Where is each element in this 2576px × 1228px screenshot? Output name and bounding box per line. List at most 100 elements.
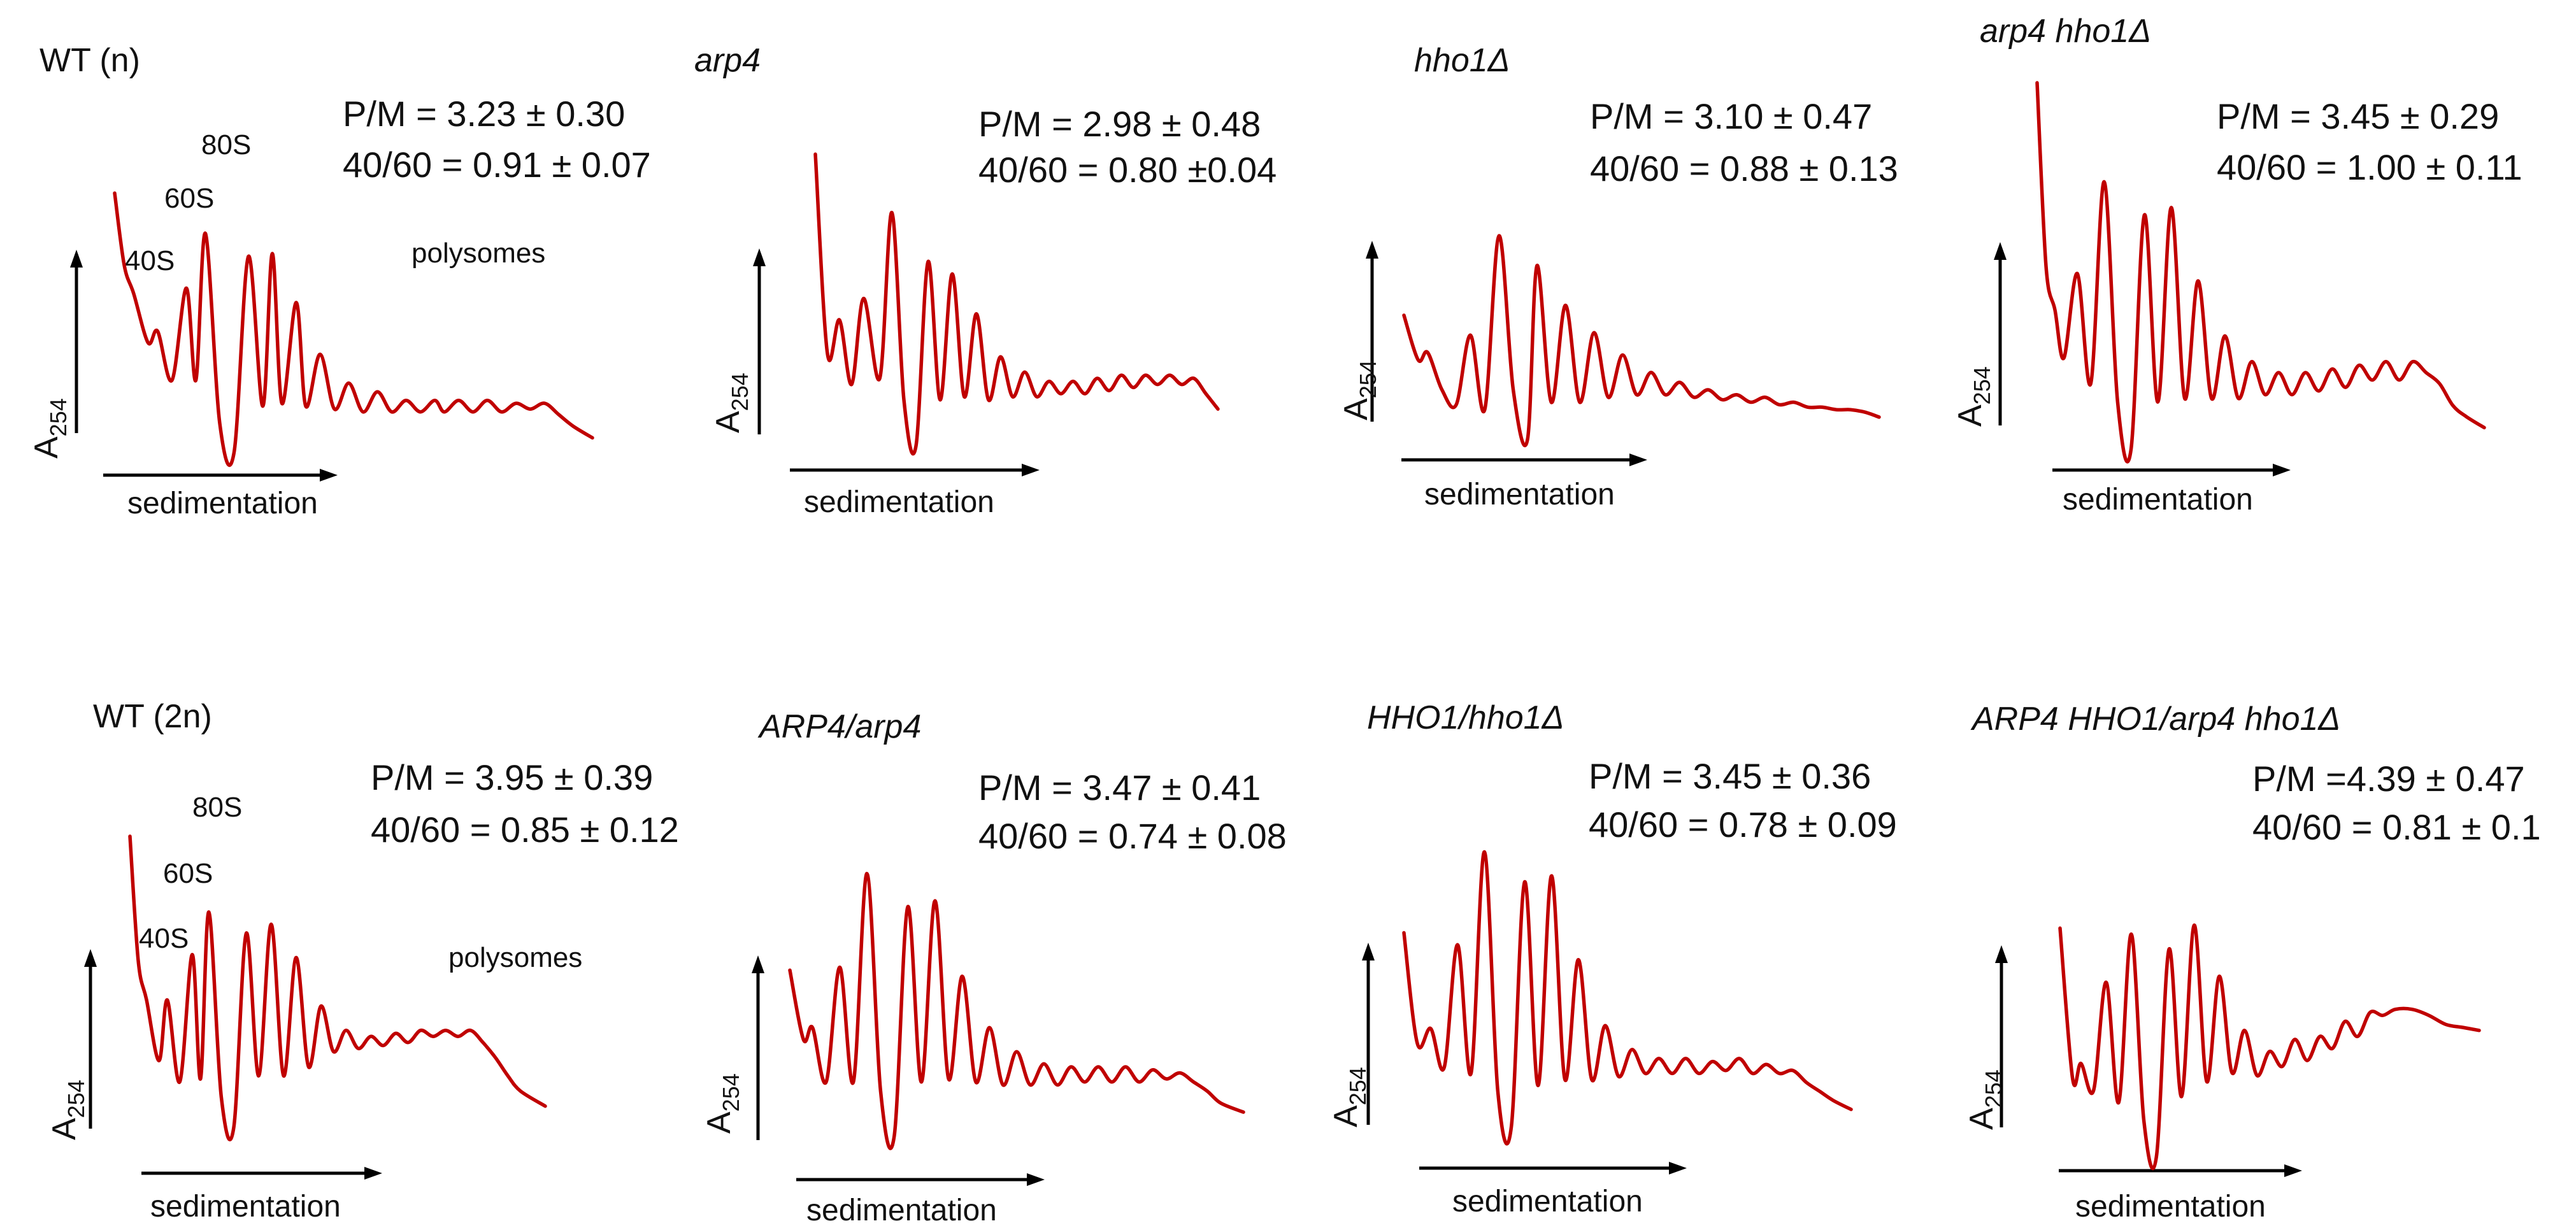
svg-text:A254: A254 [710, 373, 753, 433]
stat-pm: P/M = 2.98 ± 0.48 [978, 104, 1261, 144]
polysomes-label: polysomes [411, 238, 545, 269]
x-axis-arrowhead [1027, 1173, 1045, 1186]
x-axis-arrowhead [364, 1167, 382, 1180]
x-axis-arrowhead [320, 469, 338, 482]
polysomes-label: polysomes [448, 942, 582, 973]
y-axis-label-sub: 254 [63, 1080, 89, 1118]
y-axis-label-sub: 254 [727, 373, 753, 411]
y-axis-label-main: A [1952, 404, 1989, 427]
y-axis-label: A254 [710, 373, 753, 433]
panel-title: WT (2n) [93, 698, 212, 735]
panel-arp4-heterozygous: ARP4/arp4 P/M = 3.47 ± 0.41 40/60 = 0.74… [701, 708, 1287, 1227]
y-axis-label-sub: 254 [1969, 366, 1995, 404]
svg-text:A254: A254 [1338, 360, 1381, 420]
absorbance-trace [1402, 850, 1853, 1146]
y-axis-label-main: A [710, 411, 747, 433]
panel-title: arp4 [694, 42, 761, 79]
y-axis-label-sub: 254 [45, 398, 71, 436]
panel-title: arp4 hho1Δ [1980, 13, 2151, 50]
panel-wt-2n: WT (2n) P/M = 3.95 ± 0.39 40/60 = 0.85 ±… [46, 698, 679, 1224]
absorbance-trace [128, 834, 547, 1141]
panel-title: ARP4 HHO1/arp4 hho1Δ [1970, 701, 2340, 738]
stat-pm: P/M =4.39 ± 0.47 [2252, 759, 2525, 799]
y-axis-arrowhead [1994, 242, 2007, 260]
peak-label-40s: 40S [139, 923, 189, 954]
absorbance-trace [1402, 234, 1881, 448]
stat-40-60: 40/60 = 0.74 ± 0.08 [978, 816, 1287, 856]
y-axis-label: A254 [1338, 360, 1381, 420]
y-axis-arrowhead [1362, 943, 1375, 960]
absorbance-trace [2058, 923, 2481, 1171]
x-axis-arrowhead [2273, 464, 2291, 476]
y-axis-label-sub: 254 [1980, 1069, 2007, 1108]
x-axis-arrowhead [1669, 1162, 1687, 1174]
y-axis-label: A254 [1952, 366, 1995, 427]
y-axis-label-main: A [1963, 1108, 2000, 1130]
stat-40-60: 40/60 = 0.81 ± 0.1 [2252, 807, 2541, 847]
y-axis-label-main: A [28, 436, 65, 459]
panel-hho1-delta: hho1Δ P/M = 3.10 ± 0.47 40/60 = 0.88 ± 0… [1338, 42, 1898, 511]
absorbance-trace [813, 152, 1220, 456]
stat-pm: P/M = 3.45 ± 0.36 [1589, 756, 1871, 796]
stat-pm: P/M = 3.10 ± 0.47 [1590, 96, 1872, 136]
svg-text:A254: A254 [701, 1073, 744, 1134]
x-axis-label: sedimentation [1452, 1185, 1643, 1218]
x-axis-label: sedimentation [150, 1190, 341, 1224]
y-axis-label-sub: 254 [1355, 360, 1381, 398]
stat-40-60: 40/60 = 0.88 ± 0.13 [1590, 148, 1898, 189]
stat-40-60: 40/60 = 0.91 ± 0.07 [343, 145, 651, 185]
peak-label-80s: 80S [192, 792, 242, 823]
panel-arp4: arp4 P/M = 2.98 ± 0.48 40/60 = 0.80 ±0.0… [694, 42, 1277, 519]
y-axis-label-main: A [701, 1111, 738, 1134]
y-axis-label: A254 [46, 1080, 89, 1140]
stat-40-60: 40/60 = 0.78 ± 0.09 [1589, 804, 1897, 845]
panel-hho1-heterozygous: HHO1/hho1Δ P/M = 3.45 ± 0.36 40/60 = 0.7… [1327, 699, 1897, 1218]
panel-double-heterozygous: ARP4 HHO1/arp4 hho1Δ P/M =4.39 ± 0.47 40… [1963, 701, 2541, 1224]
y-axis-arrowhead [752, 955, 764, 973]
stat-pm: P/M = 3.45 ± 0.29 [2217, 96, 2499, 136]
peak-label-80s: 80S [201, 129, 251, 161]
y-axis-arrowhead [1366, 241, 1378, 259]
panel-wt-n: WT (n) P/M = 3.23 ± 0.30 40/60 = 0.91 ± … [28, 42, 651, 520]
panel-arp4-hho1-delta: arp4 hho1Δ P/M = 3.45 ± 0.29 40/60 = 1.0… [1952, 13, 2522, 517]
panel-title: WT (n) [39, 42, 140, 79]
svg-text:A254: A254 [1963, 1069, 2007, 1130]
peak-label-40s: 40S [125, 245, 175, 276]
y-axis-label-sub: 254 [718, 1073, 744, 1111]
y-axis-label-main: A [46, 1118, 83, 1140]
stat-40-60: 40/60 = 0.80 ±0.04 [978, 150, 1277, 190]
x-axis-label: sedimentation [806, 1194, 997, 1227]
x-axis-label: sedimentation [804, 485, 994, 519]
absorbance-trace [788, 871, 1245, 1150]
svg-text:A254: A254 [1327, 1067, 1371, 1127]
x-axis-label: sedimentation [127, 487, 318, 520]
y-axis-label: A254 [1963, 1069, 2007, 1130]
y-axis-arrowhead [1995, 945, 2008, 963]
y-axis-label-sub: 254 [1345, 1067, 1371, 1105]
panel-title: hho1Δ [1414, 42, 1510, 79]
stat-pm: P/M = 3.95 ± 0.39 [371, 757, 653, 797]
stat-40-60: 40/60 = 0.85 ± 0.12 [371, 810, 679, 850]
svg-text:A254: A254 [1952, 366, 1995, 427]
x-axis-arrowhead [2284, 1164, 2302, 1177]
y-axis-label: A254 [701, 1073, 744, 1134]
peak-label-60s: 60S [164, 183, 214, 214]
absorbance-trace [113, 191, 594, 468]
stat-40-60: 40/60 = 1.00 ± 0.11 [2217, 147, 2522, 187]
y-axis-arrowhead [70, 250, 83, 268]
y-axis-label: A254 [28, 398, 71, 459]
panel-title: ARP4/arp4 [757, 708, 921, 745]
panel-title: HHO1/hho1Δ [1367, 699, 1564, 736]
y-axis-label-main: A [1338, 398, 1375, 420]
y-axis-label: A254 [1327, 1067, 1371, 1127]
x-axis-label: sedimentation [1424, 478, 1615, 511]
x-axis-label: sedimentation [2075, 1190, 2266, 1224]
stat-pm: P/M = 3.23 ± 0.30 [343, 94, 625, 134]
y-axis-label-main: A [1327, 1105, 1364, 1127]
svg-text:A254: A254 [28, 398, 71, 459]
x-axis-arrowhead [1629, 453, 1647, 466]
stat-pm: P/M = 3.47 ± 0.41 [978, 768, 1261, 808]
svg-text:A254: A254 [46, 1080, 89, 1140]
